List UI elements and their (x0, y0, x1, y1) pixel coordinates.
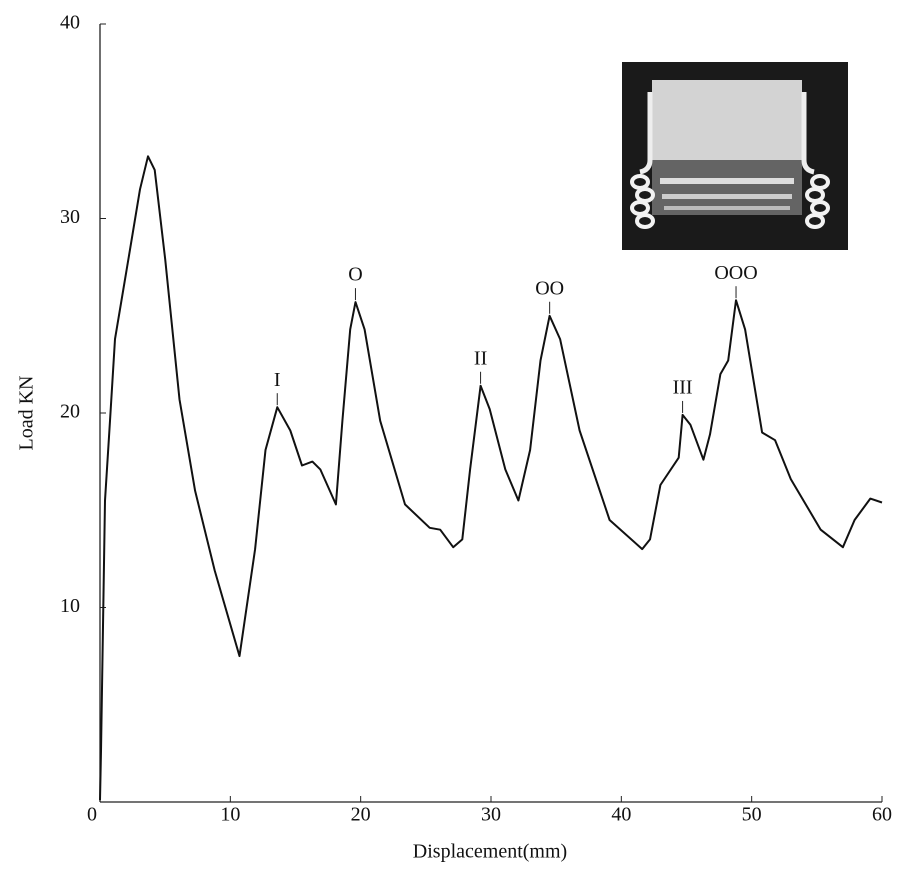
x-tick-label: 30 (481, 804, 501, 826)
y-tick-label: 10 (60, 595, 80, 617)
x-tick-label: 60 (872, 804, 892, 826)
x-axis-label: Displacement(mm) (413, 841, 567, 863)
annotation: OO (535, 277, 564, 299)
x-tick-label: 10 (220, 804, 240, 826)
load-curve (99, 155, 883, 801)
x-tick-label: 40 (611, 804, 631, 826)
annotation: III (673, 377, 693, 399)
y-tick-label: 40 (60, 12, 80, 34)
annotation: I (274, 369, 281, 391)
x-tick-label: 20 (351, 804, 371, 826)
x-tick-label: 50 (742, 804, 762, 826)
y-tick-label: 30 (60, 206, 80, 228)
y-tick-label: 20 (60, 401, 80, 423)
annotation: O (348, 264, 362, 286)
annotation: OOO (714, 262, 757, 284)
y-axis-label: Load KN (16, 376, 38, 451)
annotation: II (474, 347, 487, 369)
inset-photo (622, 62, 848, 250)
x-tick-label: 0 (87, 804, 97, 826)
